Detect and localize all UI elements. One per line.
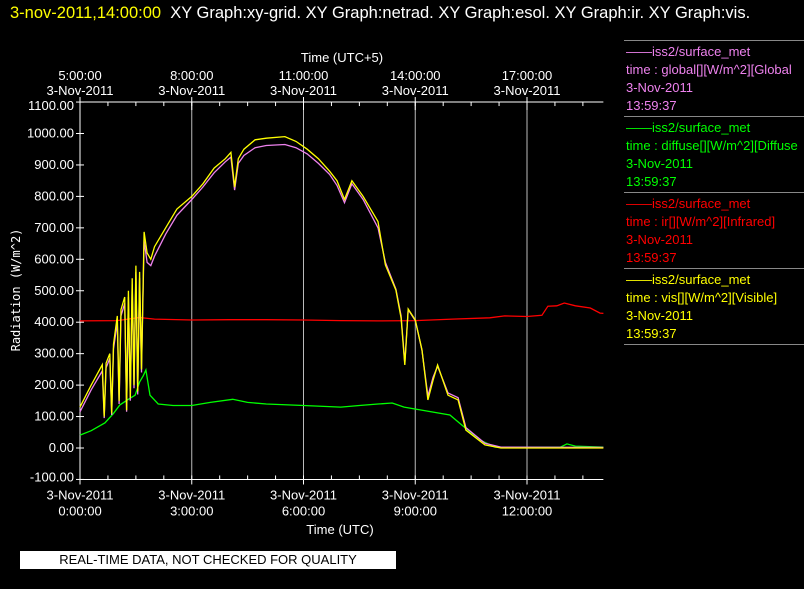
legend-entry-global: ——iss2/surface_met time : global[][W/m^2…: [624, 40, 804, 116]
header-graph-list: XY Graph:xy-grid. XY Graph:netrad. XY Gr…: [170, 4, 751, 22]
y-tick-label: 1000.00: [27, 126, 74, 141]
y-axis-title: Radiation (W/m^2): [9, 229, 23, 352]
series-line-diffuse: [79, 367, 604, 448]
y-tick-label: 0.00: [49, 440, 74, 455]
legend-date: 3-Nov-2011: [626, 80, 693, 95]
x-tick-time: 0:00:00: [58, 503, 101, 518]
legend-entry-diffuse: ——iss2/surface_met time : diffuse[][W/m^…: [624, 116, 804, 192]
x-tick-date: 3-Nov-2011: [47, 487, 114, 502]
legend-variable: time : vis[][W/m^2][Visible]: [626, 290, 778, 305]
y-tick-label: 1100.00: [28, 98, 74, 113]
x-tick-time: 6:00:00: [282, 503, 325, 518]
top-x-tick-time: 8:00:00: [170, 68, 213, 83]
x-tick-date: 3-Nov-2011: [158, 487, 225, 502]
top-x-tick-time: 14:00:00: [390, 68, 441, 83]
top-x-tick-time: 11:00:00: [279, 68, 329, 83]
top-x-tick-date: 3-Nov-2011: [47, 83, 114, 98]
legend: ——iss2/surface_met time : global[][W/m^2…: [624, 40, 804, 345]
legend-time: 13:59:37: [626, 326, 677, 341]
x-tick-time: 12:00:00: [502, 503, 553, 518]
y-tick-label: 400.00: [34, 314, 74, 329]
header-timestamp: 3-nov-2011,14:00:00: [10, 4, 162, 22]
top-x-tick-date: 3-Nov-2011: [270, 83, 337, 98]
x-tick-date: 3-Nov-2011: [494, 487, 561, 502]
y-tick-label: 200.00: [34, 377, 74, 392]
legend-time: 13:59:37: [626, 250, 677, 265]
y-tick-label: 500.00: [34, 283, 74, 298]
legend-source: ——iss2/surface_met: [626, 196, 751, 211]
legend-time: 13:59:37: [626, 98, 677, 113]
legend-source: ——iss2/surface_met: [626, 120, 751, 135]
top-x-tick-date: 3-Nov-2011: [158, 83, 225, 98]
chart-header: 3-nov-2011,14:00:00 XY Graph:xy-grid. XY…: [10, 2, 800, 24]
legend-entry-vis: ——iss2/surface_met time : vis[][W/m^2][V…: [624, 268, 804, 345]
legend-time: 13:59:37: [626, 174, 677, 189]
legend-variable: time : diffuse[][W/m^2][Diffuse: [626, 138, 798, 153]
legend-date: 3-Nov-2011: [626, 232, 693, 247]
legend-date: 3-Nov-2011: [626, 156, 693, 171]
x-tick-time: 3:00:00: [170, 503, 213, 518]
top-axis-title: Time (UTC+5): [301, 50, 383, 65]
top-x-tick-date: 3-Nov-2011: [382, 83, 449, 98]
quality-disclaimer: REAL-TIME DATA, NOT CHECKED FOR QUALITY: [20, 551, 396, 569]
y-tick-label: 300.00: [34, 346, 74, 361]
y-tick-label: 100.00: [34, 409, 74, 424]
y-tick-label: 600.00: [34, 251, 74, 266]
legend-source: ——iss2/surface_met: [626, 44, 751, 59]
legend-source: ——iss2/surface_met: [626, 272, 751, 287]
series-line-vis: [79, 135, 604, 449]
legend-date: 3-Nov-2011: [626, 308, 693, 323]
x-tick-time: 9:00:00: [394, 503, 437, 518]
x-tick-date: 3-Nov-2011: [382, 487, 449, 502]
y-tick-label: 900.00: [34, 157, 74, 172]
top-x-tick-time: 5:00:00: [58, 68, 101, 83]
legend-variable: time : ir[][W/m^2][Infrared]: [626, 214, 776, 229]
x-tick-date: 3-Nov-2011: [270, 487, 337, 502]
legend-variable: time : global[][W/m^2][Global: [626, 62, 792, 77]
top-x-tick-time: 17:00:00: [502, 68, 553, 83]
series-line-global: [79, 143, 604, 449]
x-axis-title: Time (UTC): [306, 522, 373, 537]
y-tick-label: -100.00: [30, 469, 74, 484]
series-line-ir: [79, 302, 604, 322]
legend-entry-ir: ——iss2/surface_met time : ir[][W/m^2][In…: [624, 192, 804, 268]
y-tick-label: 700.00: [34, 220, 74, 235]
top-x-tick-date: 3-Nov-2011: [494, 83, 561, 98]
y-tick-label: 800.00: [34, 188, 74, 203]
